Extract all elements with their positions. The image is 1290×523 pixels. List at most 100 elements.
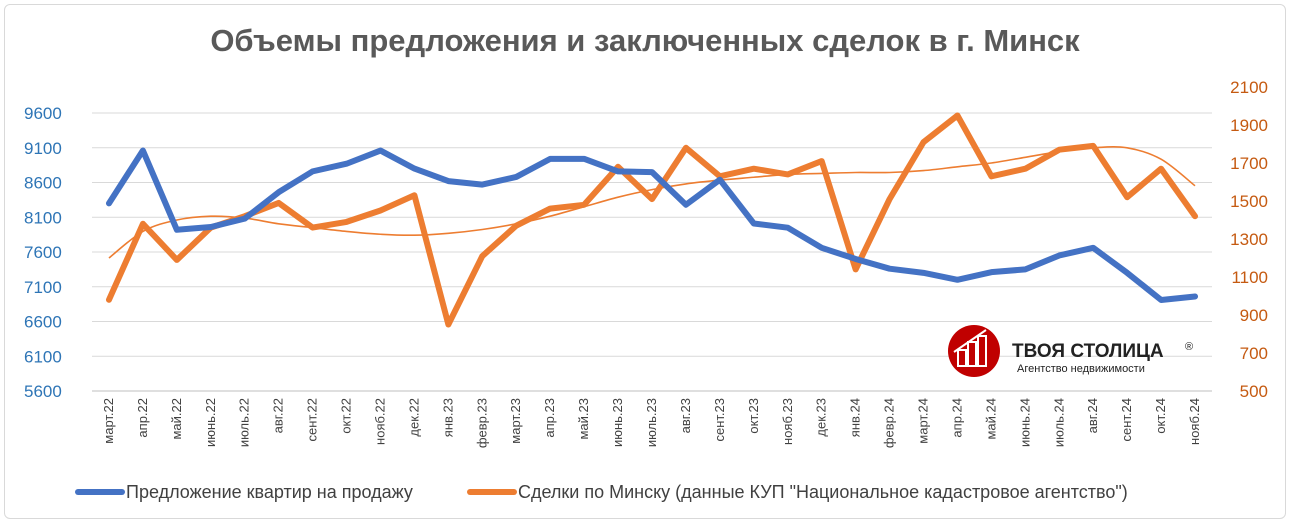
deals-point (278, 202, 280, 204)
x-axis: март.22 апр.22 май.22 июнь.22 июль.22 авг.22 с… (101, 398, 1202, 448)
supply-point (210, 226, 212, 228)
deals-point (821, 160, 823, 162)
deals-point (889, 198, 891, 200)
x-tick-label: янв.24 (848, 398, 863, 437)
y-left-tick-label: 7600 (24, 243, 62, 262)
x-tick-label: июль.24 (1051, 398, 1066, 447)
supply-point (549, 158, 551, 160)
x-tick-label: авг.23 (678, 398, 693, 433)
deals-point (1194, 215, 1196, 217)
supply-point (855, 258, 857, 260)
supply-point (1092, 247, 1094, 249)
deals-point (379, 210, 381, 211)
x-tick-label: окт.24 (1153, 398, 1168, 434)
x-tick-label: июнь.24 (1017, 398, 1032, 447)
x-tick-label: янв.23 (440, 398, 455, 437)
supply-point (821, 247, 823, 249)
supply-point (312, 170, 314, 172)
deals-point (956, 115, 958, 116)
y-left-tick-label: 5600 (24, 382, 62, 401)
supply-point (1126, 272, 1128, 274)
deals-point (685, 147, 687, 149)
supply-point (346, 163, 348, 165)
logo-registered-mark: ® (1185, 341, 1193, 353)
supply-point (142, 150, 144, 152)
deals-point (787, 173, 789, 175)
supply-point (990, 271, 992, 273)
supply-point (956, 279, 958, 281)
y-left-tick-label: 6600 (24, 313, 62, 332)
deals-point (413, 194, 415, 196)
supply-point (278, 191, 280, 193)
y-right-tick-label: 700 (1240, 344, 1268, 363)
x-tick-label: нояб.24 (1187, 398, 1202, 445)
deals-point (990, 175, 992, 177)
deals-point (1024, 168, 1026, 170)
supply-point (889, 268, 891, 270)
supply-point (651, 171, 653, 173)
x-tick-label: нояб.22 (372, 398, 387, 445)
deals-point (1126, 196, 1128, 198)
y-right-tick-label: 900 (1240, 306, 1268, 325)
deals-point (176, 259, 178, 261)
x-tick-label: дек.23 (814, 398, 829, 437)
supply-point (108, 202, 110, 204)
deals-point (753, 168, 755, 170)
y-right-tick-label: 1100 (1231, 268, 1268, 287)
x-tick-label: апр.22 (135, 398, 150, 438)
deals-point (346, 221, 348, 223)
supply-point (481, 184, 483, 186)
deals-point (447, 324, 449, 325)
deals-point (1058, 149, 1060, 151)
x-tick-label: февр.23 (474, 398, 489, 448)
deals-point (108, 299, 110, 301)
y-axis-left: 9600 9100 8600 8100 7600 7100 6600 6100 5600 (24, 104, 62, 401)
supply-point (1160, 299, 1162, 301)
supply-point (413, 168, 415, 170)
y-right-tick-label: 500 (1240, 382, 1268, 401)
y-right-tick-label: 2100 (1230, 78, 1268, 97)
building-icon (953, 329, 987, 367)
deals-point (312, 227, 314, 229)
x-tick-label: окт.22 (339, 398, 354, 434)
x-tick-label: авг.22 (271, 398, 286, 433)
deals-point (549, 208, 551, 210)
y-right-tick-label: 1700 (1230, 154, 1268, 173)
supply-point (923, 272, 925, 274)
y-left-tick-label: 9600 (24, 104, 62, 123)
deals-point (515, 225, 517, 227)
x-tick-label: февр.24 (882, 398, 897, 448)
supply-point (379, 150, 381, 152)
legend-label-deals: Сделки по Минску (данные КУП "Национальн… (518, 482, 1128, 502)
x-tick-label: июнь.23 (610, 398, 625, 447)
legend: Предложение квартир на продажу Сделки по… (75, 482, 1128, 502)
x-tick-label: апр.24 (949, 398, 964, 438)
supply-point (1024, 268, 1026, 270)
y-right-tick-label: 1500 (1230, 192, 1268, 211)
series-trendline (108, 145, 1196, 259)
deals-point (923, 141, 925, 143)
series-lines (105, 112, 1199, 328)
deals-point (142, 223, 144, 225)
supply-point (176, 229, 178, 231)
deals-point (1092, 145, 1094, 147)
y-right-tick-label: 1900 (1230, 116, 1268, 135)
x-tick-label: авг.24 (1085, 398, 1100, 433)
deals-point (719, 175, 721, 177)
logo-tagline: Агентство недвижимости (1017, 363, 1145, 375)
x-tick-label: март.23 (508, 398, 523, 444)
logo-name: ТВОЯ СТОЛИЦА (1012, 341, 1164, 362)
deals-point (651, 198, 653, 200)
supply-point (787, 227, 789, 229)
x-tick-label: май.23 (576, 398, 591, 440)
supply-point (719, 179, 721, 181)
y-left-tick-label: 8100 (24, 208, 62, 227)
supply-point (447, 180, 449, 182)
supply-point (583, 158, 585, 160)
supply-point (685, 204, 687, 206)
supply-point (1058, 254, 1060, 256)
deals-point (617, 166, 619, 168)
y-axis-right: 2100 1900 1700 1500 1300 1100 900 700 500 (1230, 78, 1268, 401)
brand-logo: ТВОЯ СТОЛИЦА ® Агентство недвижимости (948, 325, 1193, 377)
